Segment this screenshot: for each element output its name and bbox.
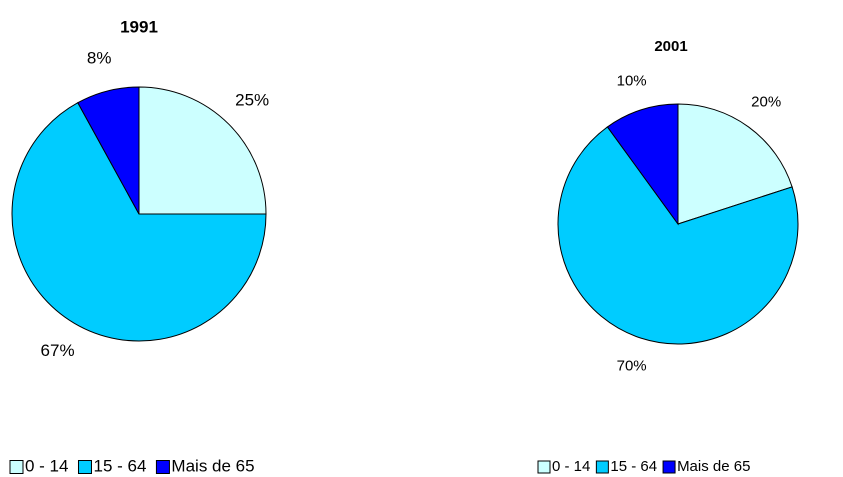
data-label: 25% [235,90,269,109]
legend-label: 0 - 14 [25,456,68,475]
legend-label: Mais de 65 [171,456,254,475]
chart-title: 2001 [654,38,687,55]
legend-swatch [155,460,170,474]
data-label: 67% [41,341,75,360]
legend-label: Mais de 65 [677,458,750,475]
pie-slice [138,86,267,215]
data-label: 8% [87,49,112,68]
legend-swatch [9,460,24,474]
data-label: 70% [617,358,647,375]
legend-label: 15 - 64 [93,456,146,475]
legend-swatch [77,460,92,474]
pie-slice [77,86,140,215]
legend-swatch [595,460,609,474]
data-label: 10% [617,72,647,89]
legend-label: 15 - 64 [610,458,657,475]
legend-swatch [537,460,551,474]
pie-slice [677,103,793,225]
legend-label: 0 - 14 [552,458,590,475]
pie-slice [606,103,679,226]
pie-slice [557,126,799,345]
legend-swatch [662,460,676,474]
chart-title: 1991 [120,17,158,36]
data-label: 20% [751,94,781,111]
pie-slice [11,102,267,342]
